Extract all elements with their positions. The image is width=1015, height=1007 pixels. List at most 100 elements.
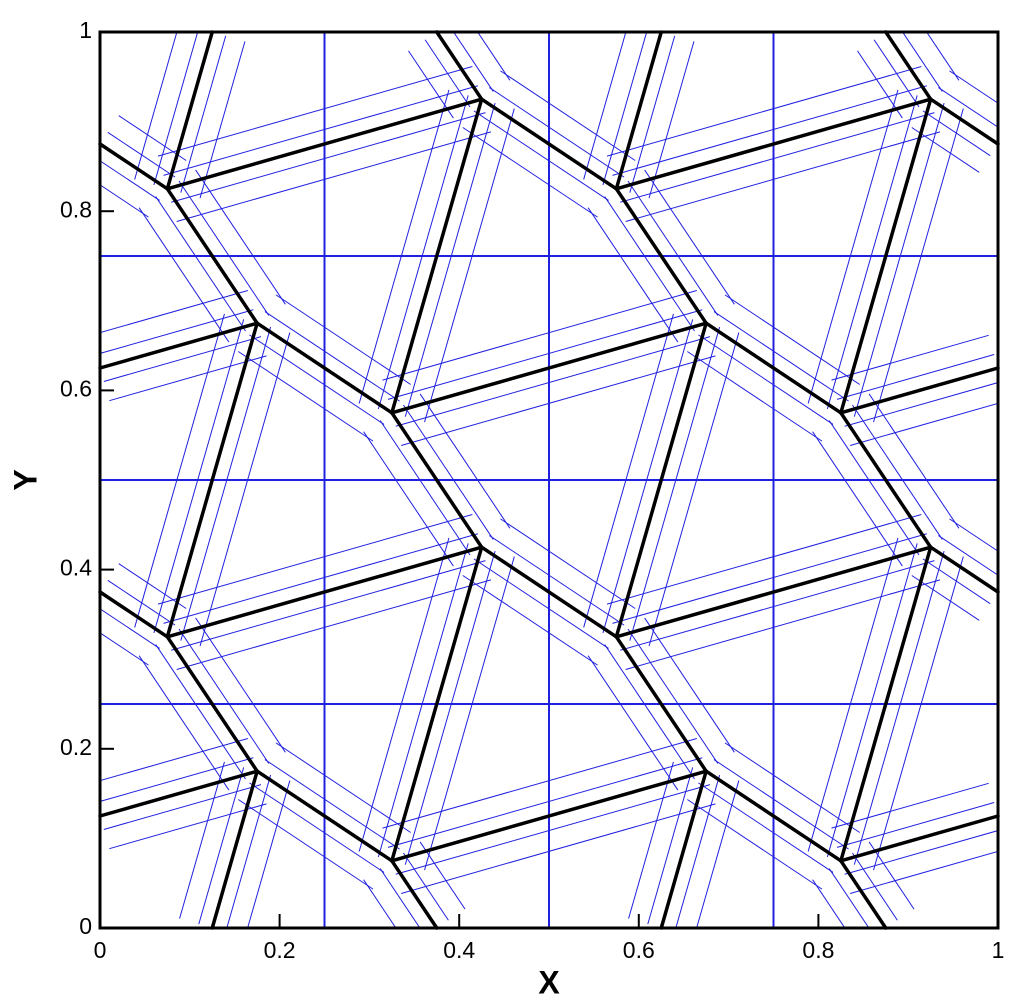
- y-tick-label: 0.4: [60, 555, 92, 581]
- mesh-line: [395, 336, 711, 427]
- segment: [884, 30, 933, 101]
- mesh-line: [687, 799, 823, 890]
- segment: [98, 769, 259, 818]
- x-tick-label: 0: [94, 937, 107, 963]
- x-tick-label: 1: [992, 937, 1005, 963]
- mesh-line: [602, 319, 694, 634]
- segment: [98, 590, 170, 639]
- segment: [479, 545, 619, 639]
- mesh-line: [687, 351, 823, 442]
- mesh-line: [247, 780, 291, 928]
- mesh-line: [844, 382, 998, 427]
- segment: [255, 321, 394, 415]
- mesh-line: [602, 32, 648, 186]
- mesh-line: [226, 774, 272, 928]
- y-tick-label: 0.2: [60, 734, 92, 760]
- mesh-line: [100, 184, 149, 218]
- mesh-line: [868, 841, 915, 910]
- segment: [614, 30, 663, 191]
- mesh-line: [873, 39, 920, 108]
- mesh-line: [812, 879, 846, 928]
- mesh-line: [724, 294, 860, 385]
- mesh-line: [134, 313, 225, 628]
- mesh-line: [387, 757, 703, 848]
- mesh-line: [587, 207, 679, 343]
- mesh-line: [853, 550, 945, 865]
- x-tick-label: 0.2: [264, 937, 296, 963]
- mesh-line: [844, 830, 998, 875]
- segment: [390, 97, 484, 415]
- mesh-line: [424, 39, 471, 108]
- mesh-line: [938, 535, 998, 576]
- mesh-line: [358, 537, 450, 852]
- mesh-line: [178, 180, 270, 316]
- mesh-line: [698, 334, 834, 425]
- mesh-line: [419, 393, 511, 529]
- mesh-line: [807, 537, 899, 852]
- mesh-line: [828, 868, 870, 928]
- mesh-line: [377, 95, 469, 410]
- mesh-line: [853, 102, 945, 417]
- segment: [390, 769, 708, 863]
- y-tick-label: 1: [79, 17, 92, 43]
- mesh-line: [163, 533, 478, 624]
- mesh-line: [103, 784, 262, 830]
- mesh-line: [379, 420, 471, 556]
- mesh-line: [363, 431, 454, 567]
- mesh-line: [620, 560, 935, 651]
- mesh-line: [922, 558, 991, 605]
- mesh-line: [724, 742, 860, 833]
- mesh-line: [473, 558, 609, 649]
- mesh: [100, 32, 998, 928]
- mesh-line: [379, 868, 421, 928]
- mesh-line: [107, 579, 176, 626]
- plot-frame: [98, 30, 1000, 930]
- mesh-line: [176, 579, 492, 670]
- mesh-line: [171, 112, 486, 203]
- mesh-line: [153, 319, 245, 634]
- segment: [839, 97, 933, 415]
- mesh-line: [107, 131, 176, 178]
- mesh-line: [238, 351, 374, 442]
- mesh-line: [358, 89, 450, 404]
- mesh-line: [134, 32, 178, 180]
- y-tick-label: 0.8: [60, 196, 92, 222]
- segment: [390, 411, 484, 549]
- mesh-line: [583, 313, 674, 628]
- mesh-line: [249, 334, 385, 425]
- mesh-line: [199, 41, 246, 199]
- segment: [165, 187, 259, 325]
- mesh-line: [857, 50, 903, 119]
- mesh-line: [275, 742, 411, 833]
- segment: [614, 97, 933, 191]
- mesh-line: [103, 336, 262, 382]
- mesh-line: [604, 196, 695, 332]
- mesh-line: [275, 294, 411, 385]
- mesh-line: [118, 563, 187, 609]
- mesh-line: [155, 644, 246, 780]
- mesh-line: [403, 404, 494, 540]
- segment: [210, 769, 259, 930]
- mesh-line: [462, 127, 598, 218]
- segment: [928, 545, 1000, 594]
- mesh-line: [938, 87, 998, 128]
- y-axis-title: Y: [7, 469, 43, 490]
- mesh-line: [377, 543, 469, 858]
- mesh-line: [644, 617, 735, 753]
- mesh-line: [180, 326, 272, 641]
- segment: [704, 769, 843, 863]
- mesh-line: [401, 803, 716, 894]
- mesh-line: [926, 32, 960, 81]
- mesh-line: [100, 738, 248, 782]
- mesh-line: [949, 70, 998, 104]
- mesh-line: [419, 841, 466, 910]
- y-tick-label: 0.6: [60, 375, 92, 401]
- segment: [98, 321, 259, 370]
- mesh-line: [606, 66, 922, 157]
- segment: [659, 769, 708, 930]
- mesh-line: [698, 782, 834, 873]
- mesh-line: [873, 108, 964, 423]
- mesh-line: [387, 309, 703, 400]
- mesh-line: [627, 628, 719, 764]
